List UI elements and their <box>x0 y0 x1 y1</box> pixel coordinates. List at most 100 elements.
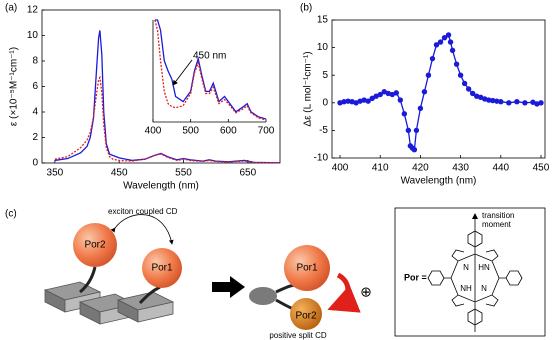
marker <box>506 100 512 106</box>
sphere <box>142 248 182 288</box>
sphere <box>290 298 322 330</box>
diagram: (c) Por2 Por1 exciton coupled CD Por1 Po… <box>5 207 546 340</box>
blocks <box>43 281 175 325</box>
series-line <box>54 30 281 164</box>
marker <box>369 95 375 102</box>
charts: (a) 0 2 4 6 8 10 12 350 450 550 650 Wavelength (nm) ε… <box>5 3 550 192</box>
atom: N <box>481 284 487 293</box>
marker <box>538 100 544 106</box>
marker <box>437 39 444 45</box>
x-tick-label: 650 <box>239 168 256 179</box>
y-tick-label: 5 <box>322 70 328 81</box>
panel-label: (c) <box>5 209 17 220</box>
y-tick-label: 6 <box>32 81 38 92</box>
plot-frame <box>331 19 546 159</box>
y-tick-label: 2 <box>32 132 38 143</box>
sign: ⊕ <box>360 284 372 300</box>
sphere-label: Por2 <box>295 311 317 322</box>
x-tick-label: 550 <box>175 168 192 179</box>
marker <box>433 42 440 48</box>
marker <box>341 98 347 105</box>
marker <box>447 39 454 45</box>
marker <box>453 61 460 67</box>
process-arrow <box>212 276 245 298</box>
atom: NH <box>460 284 472 293</box>
rotation-arrow <box>327 272 361 313</box>
panel-label: (b) <box>300 3 312 14</box>
x-axis-label: Wavelength (nm) <box>123 181 199 192</box>
marker <box>445 32 452 38</box>
marker <box>461 80 468 87</box>
moment-label: transition <box>482 211 514 220</box>
x-tick-label: 400 <box>332 163 349 174</box>
sphere-label: Por1 <box>151 263 173 274</box>
annotation: 450 nm <box>193 51 226 62</box>
marker <box>417 105 424 112</box>
y-tick-label: 12 <box>27 5 39 16</box>
marker <box>345 98 351 104</box>
marker <box>429 55 436 62</box>
x-tick-label: 410 <box>372 163 389 174</box>
y-axis-label: Δε (L mol⁻¹cm⁻¹) <box>303 51 314 126</box>
marker <box>401 111 408 117</box>
marker <box>469 90 476 97</box>
por-label: Por = <box>404 272 427 282</box>
inset-x-tick-label: 400 <box>145 126 162 137</box>
marker <box>405 127 412 134</box>
x-tick-label: 420 <box>412 163 429 174</box>
marker <box>421 89 428 95</box>
series-line <box>154 19 267 120</box>
marker <box>397 97 404 103</box>
y-tick-label: 10 <box>317 42 329 53</box>
marker <box>377 91 383 98</box>
y-tick-label: 4 <box>32 107 38 118</box>
marker <box>498 98 504 105</box>
marker <box>425 72 432 78</box>
marker <box>411 147 418 153</box>
sphere-label: Por2 <box>84 240 106 251</box>
sphere <box>73 223 117 267</box>
inset-x-tick-label: 600 <box>220 126 237 137</box>
series-line <box>154 19 267 121</box>
y-tick-label: 0 <box>32 158 38 169</box>
inset-x-tick-label: 700 <box>258 126 275 137</box>
x-tick-label: 440 <box>492 163 509 174</box>
structure-box <box>394 207 546 337</box>
marker <box>514 98 520 105</box>
sphere-label: Por1 <box>296 263 318 274</box>
coupling-arrow <box>110 214 174 245</box>
series-line <box>54 75 281 164</box>
marker <box>522 100 528 106</box>
marker <box>441 34 448 41</box>
x-axis-label: Wavelength (nm) <box>401 176 477 187</box>
marker <box>365 98 371 104</box>
series-line <box>339 33 542 151</box>
annotation-arrow <box>172 59 193 86</box>
y-tick-label: 10 <box>27 30 39 41</box>
panel-label: (a) <box>5 3 17 14</box>
x-tick-label: 350 <box>47 168 64 179</box>
x-tick-label: 430 <box>452 163 469 174</box>
x-tick-label: 450 <box>111 168 128 179</box>
y-tick-label: -5 <box>319 125 328 136</box>
moment-label: moment <box>482 220 512 229</box>
y-tick-label: 0 <box>322 97 328 108</box>
x-tick-label: 450 <box>533 163 550 174</box>
marker <box>413 127 420 134</box>
caption: exciton coupled CD <box>108 207 178 216</box>
y-tick-label: 15 <box>317 15 329 26</box>
linkers <box>79 266 161 305</box>
marker <box>490 97 496 104</box>
inset-x-tick-label: 500 <box>182 126 199 137</box>
caption: positive split CD <box>269 331 327 340</box>
y-tick-label: -10 <box>314 153 329 164</box>
y-axis-label: ε (×10⁻⁵M⁻¹cm⁻¹) <box>9 47 20 126</box>
marker <box>494 98 500 104</box>
atom: HN <box>478 263 490 272</box>
marker <box>457 72 464 78</box>
marker <box>393 90 400 96</box>
marker <box>465 86 472 92</box>
atom: N <box>463 263 469 272</box>
marker <box>449 47 456 54</box>
